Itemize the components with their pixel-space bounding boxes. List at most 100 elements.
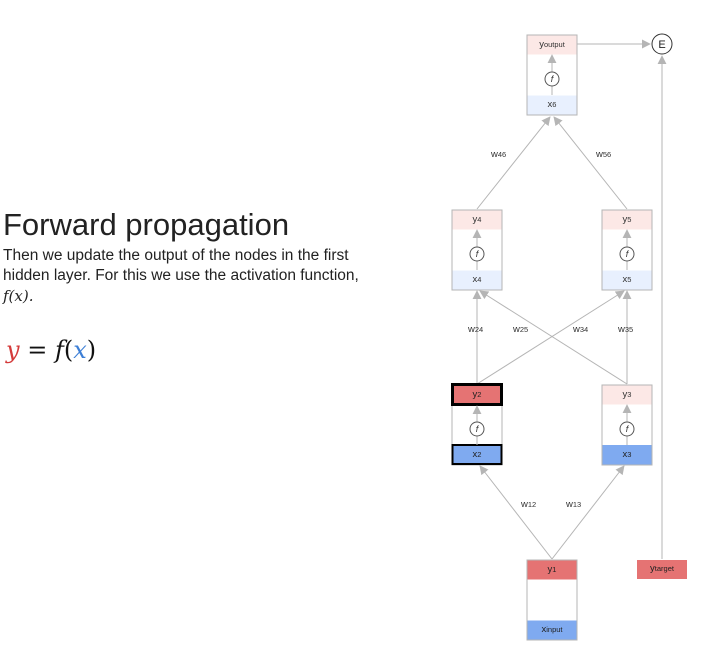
node-output-x-cell	[527, 95, 577, 115]
weight-w13-symbol: w	[565, 499, 573, 510]
node-target-y-symbol: y	[650, 563, 655, 574]
node-input-x-cell	[527, 620, 577, 640]
activation-f-icon	[619, 246, 635, 262]
node-5-x-label: x5	[623, 274, 632, 285]
weight-w35-symbol: w	[617, 324, 625, 335]
node-4: f y4 x4	[451, 209, 503, 291]
node-3-x-label: x3	[623, 449, 632, 460]
node-output-y-symbol: y	[539, 39, 544, 50]
page-title: Forward propagation	[3, 207, 290, 242]
node-input-y-subscript: 1	[552, 565, 556, 574]
node-5-x-symbol: x	[623, 274, 628, 285]
node-5: f y5 x5	[601, 209, 653, 291]
weight-w13: w13	[565, 499, 581, 510]
node-5-y-subscript: 5	[627, 215, 631, 224]
node-4-y-symbol: y	[473, 214, 478, 225]
weight-w12-subscript: 12	[528, 500, 536, 509]
node-input-y-cell	[527, 560, 577, 580]
node-5-x-cell	[602, 270, 652, 290]
error-node: E	[651, 33, 673, 55]
weight-w24: w24	[467, 324, 483, 335]
weight-w56: w56	[595, 149, 611, 160]
activation-f-label: f	[626, 249, 630, 259]
node-input-y-symbol: y	[548, 564, 553, 575]
node-5-x-subscript: 5	[627, 275, 631, 284]
node-2-y-subscript: 2	[477, 390, 481, 399]
weight-w34-subscript: 34	[580, 325, 588, 334]
node-4-y-label: y4	[473, 214, 482, 225]
node-3-x-symbol: x	[623, 449, 628, 460]
weight-w25: w25	[512, 324, 528, 335]
node-2-x-subscript: 2	[477, 450, 481, 459]
node-4-y-cell	[452, 210, 502, 230]
node-output-y-cell	[527, 35, 577, 55]
node-target: ytarget	[637, 560, 687, 579]
node-output-y-label: youtput	[539, 39, 566, 50]
activation-formula: y = f(x)	[6, 336, 96, 364]
explanation-panel: Forward propagation Then we update the o…	[3, 205, 388, 307]
node-input-x-label: xinput	[541, 624, 563, 635]
node-target-y-subscript: target	[655, 564, 675, 573]
formula-open-paren: (	[63, 336, 74, 364]
node-2-y-label: y2	[473, 389, 482, 400]
weight-w35: w35	[617, 324, 633, 335]
weight-w13-subscript: 13	[573, 500, 581, 509]
node-input: y1 xinput	[526, 559, 578, 641]
activation-f-icon	[544, 71, 560, 87]
edge-2-5	[476, 290, 625, 385]
node-target-y-label: ytarget	[650, 563, 675, 574]
weight-w34: w34	[572, 324, 588, 335]
weight-w46-symbol: w	[490, 149, 498, 160]
node-4-x-cell	[452, 270, 502, 290]
weight-w56-subscript: 56	[603, 150, 611, 159]
weight-w35-subscript: 35	[625, 325, 633, 334]
node-3-y-cell	[602, 385, 652, 405]
node-4-y-subscript: 4	[477, 215, 481, 224]
node-target-y-cell	[637, 560, 687, 579]
formula-input-x: x	[73, 336, 87, 364]
weight-w24-subscript: 24	[475, 325, 483, 334]
node-4-x-symbol: x	[473, 274, 478, 285]
node-2-x-symbol: x	[473, 449, 478, 460]
node-2-x-label: x2	[473, 449, 482, 460]
description-text: Then we update the output of the nodes i…	[3, 246, 388, 307]
node-input-x-symbol: x	[541, 624, 546, 635]
node-output: f youtput x6	[526, 34, 578, 116]
node-3-x-subscript: 3	[627, 450, 631, 459]
edge-3-4	[479, 290, 628, 385]
weight-w12-symbol: w	[520, 499, 528, 510]
activation-f-label: f	[551, 74, 555, 84]
node-5-y-label: y5	[623, 214, 632, 225]
edge-1-3	[551, 465, 625, 560]
node-output-x-label: x6	[548, 99, 557, 110]
description-sentence: Then we update the output of the nodes i…	[3, 247, 359, 284]
network-edges	[472, 39, 667, 560]
node-2-y-symbol: y	[473, 389, 478, 400]
weight-w46-subscript: 46	[498, 150, 506, 159]
edge-1-2	[479, 465, 553, 560]
node-5-y-cell	[602, 210, 652, 230]
activation-f-icon	[469, 421, 485, 437]
activation-f-icon	[469, 246, 485, 262]
weight-w24-symbol: w	[467, 324, 475, 335]
formula-output-y: y	[6, 336, 20, 364]
weight-w34-symbol: w	[572, 324, 580, 335]
node-3-x-cell	[602, 445, 652, 465]
activation-f-label: f	[476, 249, 480, 259]
node-output-x-symbol: x	[548, 99, 553, 110]
node-2-y-cell	[451, 383, 503, 406]
node-3-y-symbol: y	[623, 389, 628, 400]
node-3: f y3 x3	[601, 384, 653, 466]
weight-w46: w46	[490, 149, 506, 160]
node-3-y-label: y3	[623, 389, 632, 400]
weight-w25-symbol: w	[512, 324, 520, 335]
node-input-x-subscript: input	[546, 625, 563, 634]
weight-w12: w12	[520, 499, 536, 510]
activation-function-symbol: f(x).	[3, 287, 34, 305]
node-output-x-subscript: 6	[552, 100, 556, 109]
error-label: E	[658, 39, 665, 51]
node-2-active: f y2 x2	[451, 383, 503, 466]
edge-4-6	[476, 116, 551, 210]
node-4-x-subscript: 4	[477, 275, 481, 284]
